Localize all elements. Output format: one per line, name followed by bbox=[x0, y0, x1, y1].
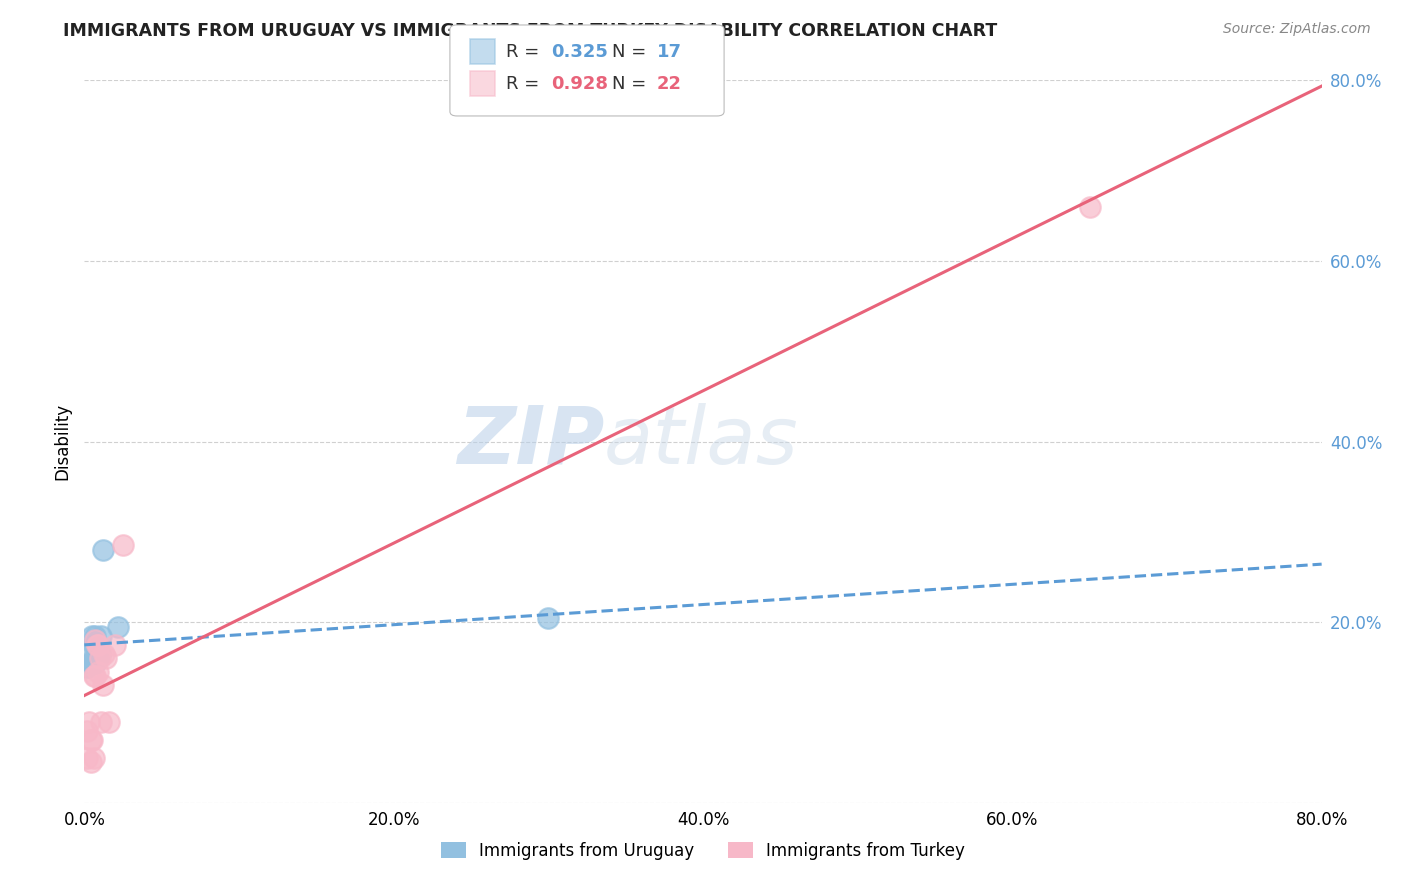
Point bbox=[76, 660, 98, 674]
Point bbox=[76, 750, 98, 764]
Point bbox=[112, 538, 135, 552]
Point bbox=[89, 651, 111, 665]
Point bbox=[90, 629, 112, 643]
Point bbox=[83, 651, 105, 665]
Point bbox=[79, 656, 101, 670]
Point bbox=[91, 542, 114, 557]
Text: IMMIGRANTS FROM URUGUAY VS IMMIGRANTS FROM TURKEY DISABILITY CORRELATION CHART: IMMIGRANTS FROM URUGUAY VS IMMIGRANTS FR… bbox=[63, 22, 997, 40]
Point bbox=[84, 669, 107, 683]
Point bbox=[82, 629, 104, 643]
Text: 17: 17 bbox=[657, 43, 682, 61]
Point bbox=[86, 638, 108, 652]
Point bbox=[83, 638, 105, 652]
Legend: Immigrants from Uruguay, Immigrants from Turkey: Immigrants from Uruguay, Immigrants from… bbox=[434, 836, 972, 867]
Point bbox=[77, 714, 100, 729]
Point bbox=[82, 732, 104, 747]
Point bbox=[84, 656, 107, 670]
Point bbox=[79, 755, 101, 769]
Point bbox=[84, 633, 107, 648]
Point bbox=[83, 669, 105, 683]
Point bbox=[1078, 200, 1101, 214]
Point bbox=[537, 610, 560, 624]
Point bbox=[87, 651, 110, 665]
Point bbox=[107, 620, 129, 634]
Text: atlas: atlas bbox=[605, 402, 799, 481]
Point bbox=[86, 647, 108, 661]
Point bbox=[76, 723, 98, 738]
Point bbox=[94, 651, 117, 665]
Y-axis label: Disability: Disability bbox=[53, 403, 72, 480]
Text: 0.325: 0.325 bbox=[551, 43, 607, 61]
Point bbox=[86, 638, 108, 652]
Point bbox=[82, 656, 104, 670]
Point bbox=[79, 732, 101, 747]
Text: N =: N = bbox=[612, 43, 651, 61]
Point bbox=[84, 629, 107, 643]
Text: R =: R = bbox=[506, 43, 546, 61]
Text: 0.928: 0.928 bbox=[551, 75, 609, 93]
Text: ZIP: ZIP bbox=[457, 402, 605, 481]
Text: Source: ZipAtlas.com: Source: ZipAtlas.com bbox=[1223, 22, 1371, 37]
Point bbox=[98, 714, 121, 729]
Point bbox=[104, 638, 127, 652]
Point bbox=[93, 647, 115, 661]
Point bbox=[87, 638, 110, 652]
Text: N =: N = bbox=[612, 75, 651, 93]
Text: R =: R = bbox=[506, 75, 546, 93]
Point bbox=[89, 647, 111, 661]
Point bbox=[90, 714, 112, 729]
Point bbox=[83, 750, 105, 764]
Point bbox=[91, 678, 114, 692]
Point bbox=[87, 665, 110, 679]
Point bbox=[77, 642, 100, 657]
Text: 22: 22 bbox=[657, 75, 682, 93]
